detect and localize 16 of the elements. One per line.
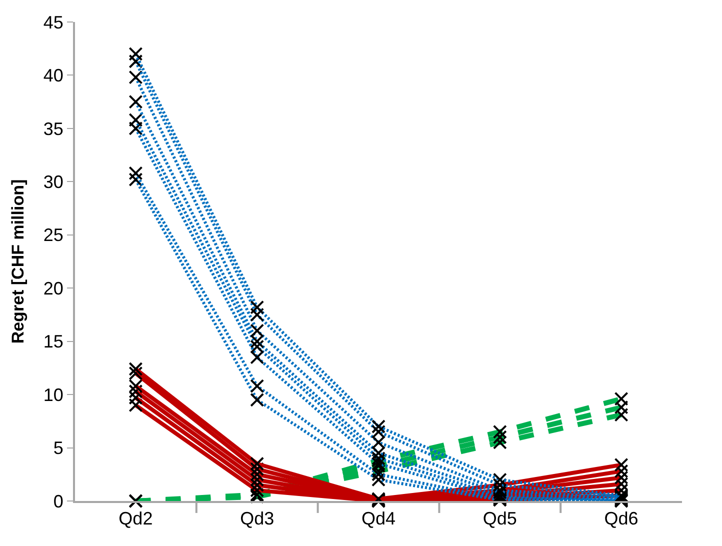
y-tick-label: 5 (53, 438, 64, 458)
y-tick-label: 0 (53, 491, 64, 512)
y-axis-title: Regret [CHF million] (8, 179, 28, 344)
y-tick-label: 10 (43, 384, 64, 405)
x-tick-label: Qd2 (118, 508, 153, 529)
x-tick-label: Qd3 (240, 508, 274, 529)
x-tick-label: Qd4 (361, 508, 396, 529)
y-tick-label: 20 (43, 278, 64, 298)
y-tick-label: 35 (43, 118, 64, 139)
x-tick-label: Qd5 (482, 508, 517, 529)
y-tick-label: 45 (43, 12, 64, 32)
y-tick-label: 25 (43, 225, 64, 246)
x-tick-label: Qd6 (604, 508, 638, 529)
y-tick-label: 15 (43, 332, 64, 352)
y-tick-label: 30 (43, 172, 64, 192)
y-tick-label: 40 (43, 66, 64, 86)
